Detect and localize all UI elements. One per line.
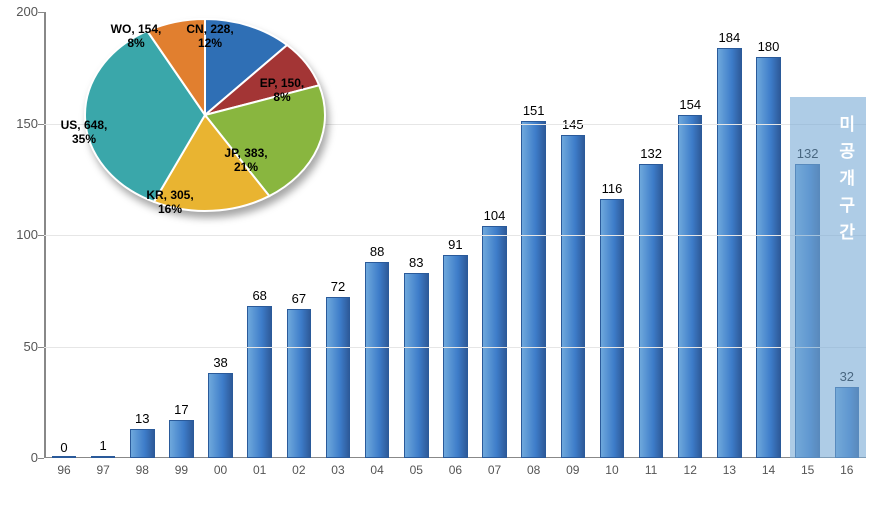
bar bbox=[756, 57, 781, 458]
x-tick-label: 15 bbox=[790, 463, 826, 477]
gridline bbox=[44, 235, 866, 236]
bar bbox=[52, 456, 77, 458]
y-tick-mark bbox=[38, 235, 44, 236]
bar-value-label: 83 bbox=[396, 255, 436, 270]
x-tick-label: 07 bbox=[477, 463, 513, 477]
bar bbox=[678, 115, 703, 458]
bar bbox=[521, 121, 546, 458]
pie-label-US: US, 648,35% bbox=[50, 118, 118, 147]
bar bbox=[639, 164, 664, 458]
bar bbox=[482, 226, 507, 458]
x-tick-label: 01 bbox=[242, 463, 278, 477]
bar-value-label: 91 bbox=[435, 237, 475, 252]
bar-value-label: 13 bbox=[122, 411, 162, 426]
x-tick-label: 08 bbox=[516, 463, 552, 477]
bar bbox=[717, 48, 742, 458]
bar-value-label: 68 bbox=[240, 288, 280, 303]
bar bbox=[208, 373, 233, 458]
x-tick-label: 10 bbox=[594, 463, 630, 477]
pie-label-KR: KR, 305,16% bbox=[136, 188, 204, 217]
bar-value-label: 116 bbox=[592, 181, 632, 196]
bar-value-label: 104 bbox=[475, 208, 515, 223]
bar bbox=[130, 429, 155, 458]
bar bbox=[247, 306, 272, 458]
x-tick-label: 02 bbox=[281, 463, 317, 477]
x-tick-label: 98 bbox=[124, 463, 160, 477]
bar-value-label: 132 bbox=[631, 146, 671, 161]
x-tick-label: 09 bbox=[555, 463, 591, 477]
pie-label-CN: CN, 228,12% bbox=[176, 22, 244, 51]
bar-value-label: 1 bbox=[83, 438, 123, 453]
x-tick-label: 97 bbox=[85, 463, 121, 477]
bar bbox=[600, 199, 625, 458]
bar bbox=[287, 309, 312, 458]
x-tick-label: 00 bbox=[203, 463, 239, 477]
y-tick-mark bbox=[38, 458, 44, 459]
bar-value-label: 151 bbox=[514, 103, 554, 118]
bar bbox=[404, 273, 429, 458]
x-tick-label: 16 bbox=[829, 463, 865, 477]
x-tick-label: 96 bbox=[46, 463, 82, 477]
x-tick-label: 12 bbox=[672, 463, 708, 477]
y-tick-label: 50 bbox=[4, 339, 38, 354]
x-tick-label: 13 bbox=[711, 463, 747, 477]
bar bbox=[326, 297, 351, 458]
bar-value-label: 72 bbox=[318, 279, 358, 294]
x-tick-label: 14 bbox=[751, 463, 787, 477]
bar-value-label: 0 bbox=[44, 440, 84, 455]
bar-value-label: 17 bbox=[161, 402, 201, 417]
x-tick-label: 11 bbox=[633, 463, 669, 477]
bar-value-label: 180 bbox=[749, 39, 789, 54]
pie-label-EP: EP, 150,8% bbox=[248, 76, 316, 105]
bar-value-label: 154 bbox=[670, 97, 710, 112]
x-tick-label: 05 bbox=[398, 463, 434, 477]
bar bbox=[91, 456, 116, 458]
x-tick-label: 06 bbox=[437, 463, 473, 477]
bar-value-label: 184 bbox=[709, 30, 749, 45]
pie-label-JP: JP, 383,21% bbox=[212, 146, 280, 175]
bar bbox=[443, 255, 468, 458]
bar bbox=[365, 262, 390, 458]
pie-label-WO: WO, 154,8% bbox=[102, 22, 170, 51]
x-tick-label: 04 bbox=[359, 463, 395, 477]
bar bbox=[561, 135, 586, 458]
x-tick-label: 03 bbox=[320, 463, 356, 477]
forecast-label: 미 공 개 구 간 bbox=[839, 111, 857, 247]
y-tick-label: 0 bbox=[4, 450, 38, 465]
bar bbox=[169, 420, 194, 458]
bar-value-label: 88 bbox=[357, 244, 397, 259]
bar-value-label: 38 bbox=[201, 355, 241, 370]
y-tick-mark bbox=[38, 347, 44, 348]
bar-value-label: 67 bbox=[279, 291, 319, 306]
x-tick-label: 99 bbox=[163, 463, 199, 477]
gridline bbox=[44, 347, 866, 348]
